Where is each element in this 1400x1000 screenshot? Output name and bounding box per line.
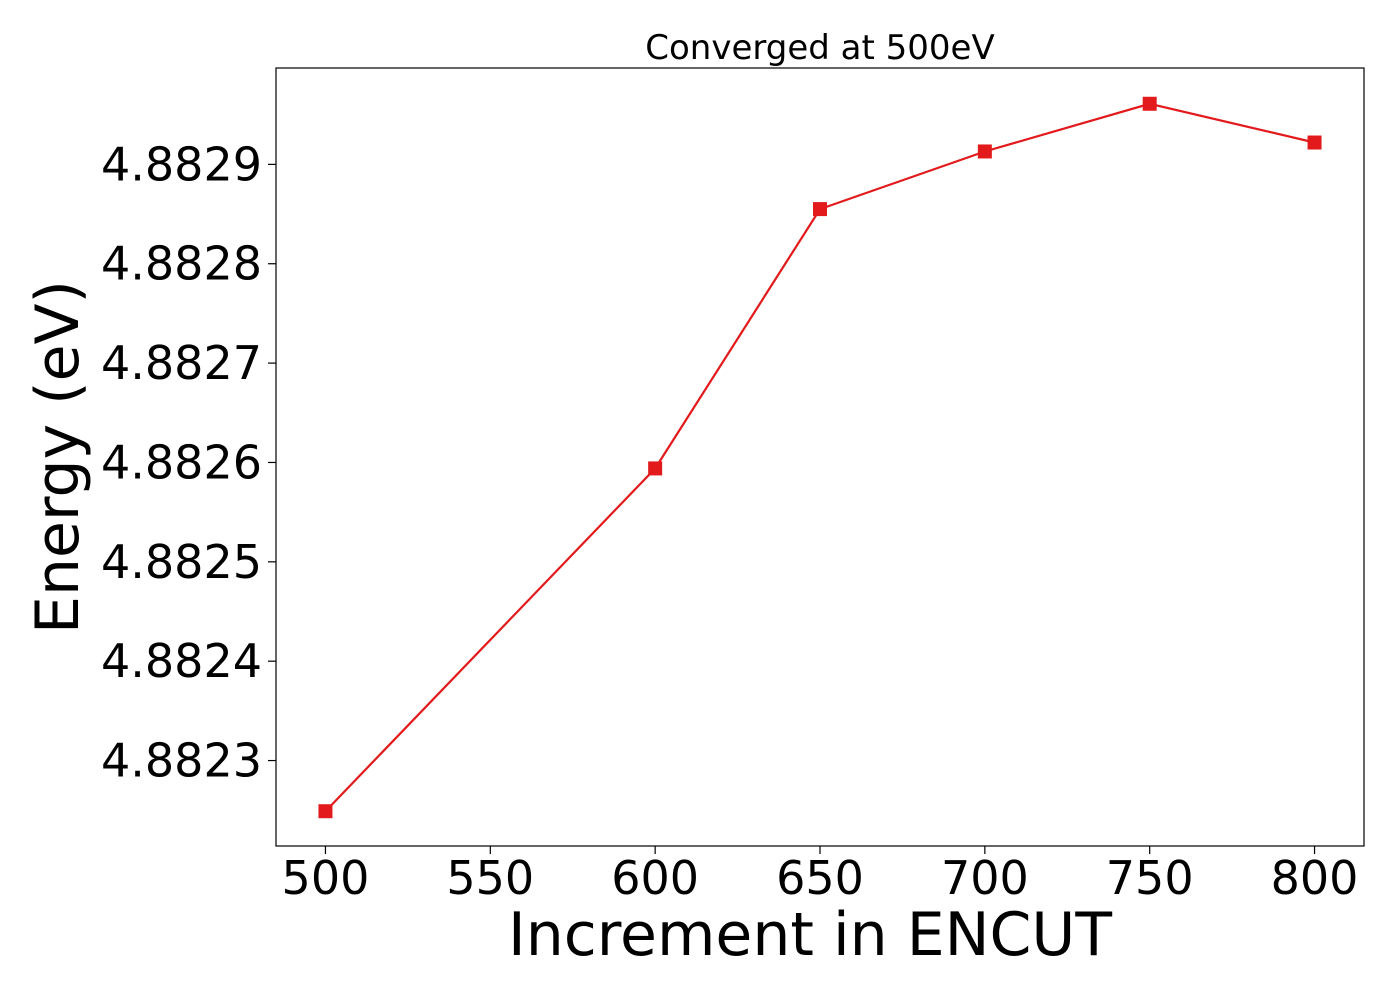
y-axis: 4.8823 4.8824 4.8825 4.8826 4.8827 4.8828 4.88…	[101, 137, 276, 788]
data-point-marker	[318, 804, 333, 819]
y-axis-title: Energy (eV)	[23, 280, 93, 634]
y-tick-label: 4.8829	[101, 137, 262, 191]
y-tick-label: 4.8828	[101, 237, 262, 291]
y-tick-label: 4.8825	[101, 535, 262, 589]
x-tick-label: 650	[776, 851, 864, 905]
plot-area	[318, 96, 1322, 819]
x-tick-label: 800	[1271, 851, 1359, 905]
x-tick-label: 500	[282, 851, 370, 905]
y-tick-label: 4.8824	[101, 634, 262, 688]
data-point-marker	[1307, 135, 1322, 150]
x-tick-label: 700	[941, 851, 1029, 905]
x-tick-label: 750	[1106, 851, 1194, 905]
y-tick-label: 4.8826	[101, 435, 262, 489]
series-line	[324, 102, 1315, 812]
x-tick-label: 600	[611, 851, 699, 905]
plot-frame	[275, 67, 1365, 847]
x-axis: 500 550 600 650 700 750 800	[282, 846, 1359, 905]
data-point-marker	[648, 461, 663, 476]
chart-title: Converged at 500eV	[645, 28, 994, 68]
data-point-marker	[1142, 96, 1157, 111]
x-axis-title: Increment in ENCUT	[508, 900, 1112, 970]
data-point-marker	[813, 202, 827, 217]
y-tick-label: 4.8823	[101, 734, 262, 788]
x-tick-label: 550	[446, 851, 534, 905]
data-point-marker	[977, 144, 992, 159]
y-tick-label: 4.8827	[101, 336, 262, 390]
